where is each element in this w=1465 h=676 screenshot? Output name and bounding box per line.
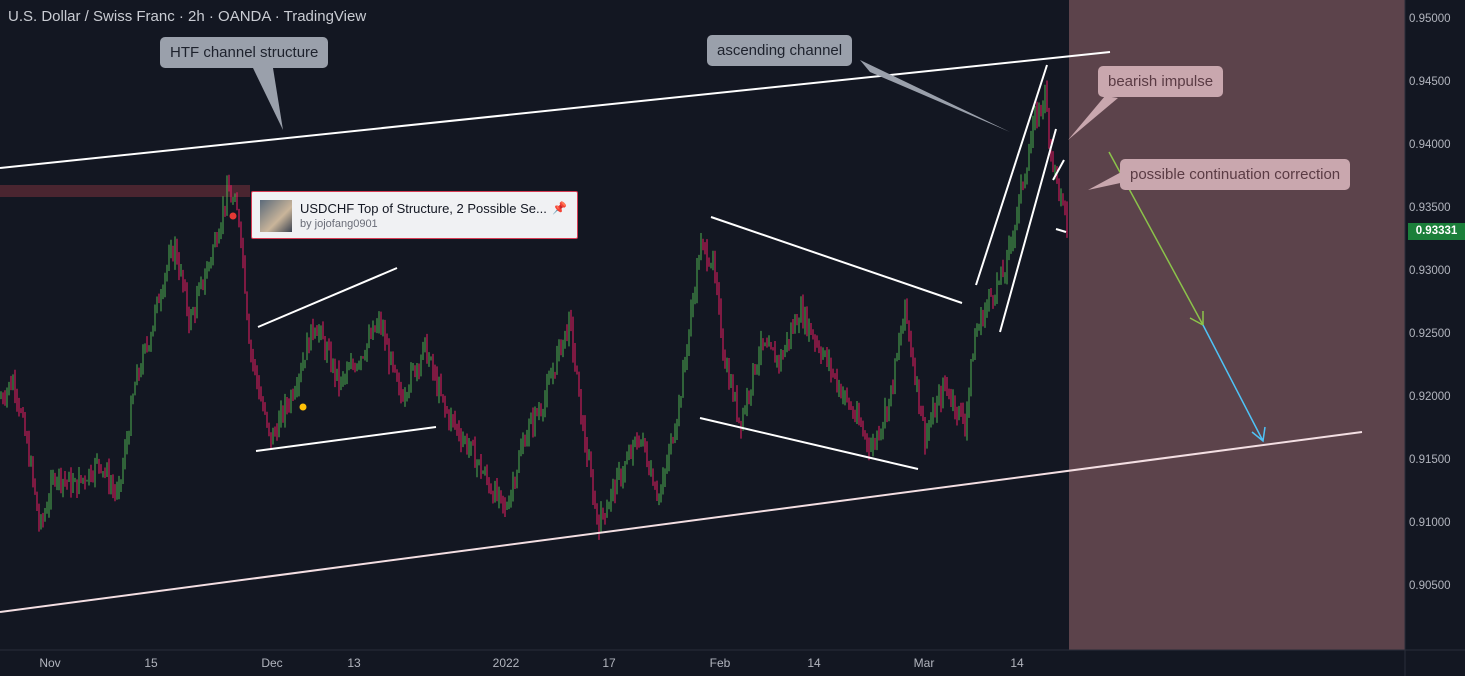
idea-thumbnail (260, 200, 292, 232)
last-price-label: 0.93331 (1408, 223, 1465, 240)
price-tick-label: 0.92000 (1409, 391, 1451, 403)
price-tick-label: 0.94000 (1409, 139, 1451, 151)
time-tick-label: 15 (144, 656, 158, 670)
callout-bearish-impulse[interactable]: bearish impulse (1098, 66, 1224, 97)
symbol-header: U.S. Dollar / Swiss Franc · 2h · OANDA ·… (8, 8, 367, 25)
forecast-zone (1069, 0, 1405, 650)
idea-title: USDCHF Top of Structure, 2 Possible Se..… (300, 201, 547, 216)
price-tick-label: 0.95000 (1409, 13, 1451, 25)
callout-continuation-correction[interactable]: possible continuation correction (1120, 159, 1351, 190)
flag2-lower-line (699, 417, 919, 470)
flag2-upper-line (710, 216, 963, 304)
time-tick-label: Feb (709, 656, 731, 670)
pointer-continuation (1088, 170, 1125, 190)
idea-marker (229, 212, 237, 220)
time-tick-label: 13 (347, 656, 361, 670)
time-tick-label: Mar (913, 656, 935, 670)
price-tick-label: 0.93000 (1409, 265, 1451, 277)
price-tick-label: 0.92500 (1409, 328, 1451, 340)
forecast-arrow-down-blue (1202, 324, 1264, 442)
time-tick-label: 14 (1010, 656, 1024, 670)
time-tick-label: 2022 (492, 656, 520, 670)
time-tick-label: 14 (807, 656, 821, 670)
ascending-channel-upper-line (975, 64, 1048, 286)
time-tick-label: 17 (602, 656, 616, 670)
htf-lower-channel-line (0, 431, 1363, 613)
time-tick-label: Dec (261, 656, 283, 670)
price-tick-label: 0.90500 (1409, 580, 1451, 592)
callout-ascending-channel[interactable]: ascending channel (707, 35, 853, 66)
bear-flag-lower-line (1055, 228, 1067, 233)
price-tick-label: 0.91000 (1409, 517, 1451, 529)
trend-lines (0, 51, 1363, 613)
price-tick-label: 0.91500 (1409, 454, 1451, 466)
time-tick-label: Nov (39, 656, 61, 670)
idea-author: by jojofang0901 (300, 218, 378, 230)
htf-upper-channel-line (0, 51, 1111, 169)
pointer-htf (253, 68, 283, 130)
idea-card[interactable]: USDCHF Top of Structure, 2 Possible Se..… (251, 191, 578, 239)
resistance-zone (0, 185, 250, 197)
candles-group (0, 80, 1068, 540)
flag1-upper-line (257, 267, 398, 328)
pointer-bearish (1068, 96, 1118, 140)
flag1-lower-line (255, 426, 437, 452)
forecast-arrow-head-blue (1251, 426, 1266, 443)
pin-icon[interactable]: 📌 (552, 201, 567, 215)
ascending-channel-lower-line (999, 128, 1057, 333)
price-tick-label: 0.93500 (1409, 202, 1451, 214)
price-tick-label: 0.94500 (1409, 76, 1451, 88)
callout-htf-channel[interactable]: HTF channel structure (160, 37, 329, 68)
pointer-ascending (860, 60, 1010, 132)
bear-flag-upper-line (1052, 159, 1065, 181)
callout-pointers (253, 60, 1125, 190)
event-marker (299, 403, 307, 411)
